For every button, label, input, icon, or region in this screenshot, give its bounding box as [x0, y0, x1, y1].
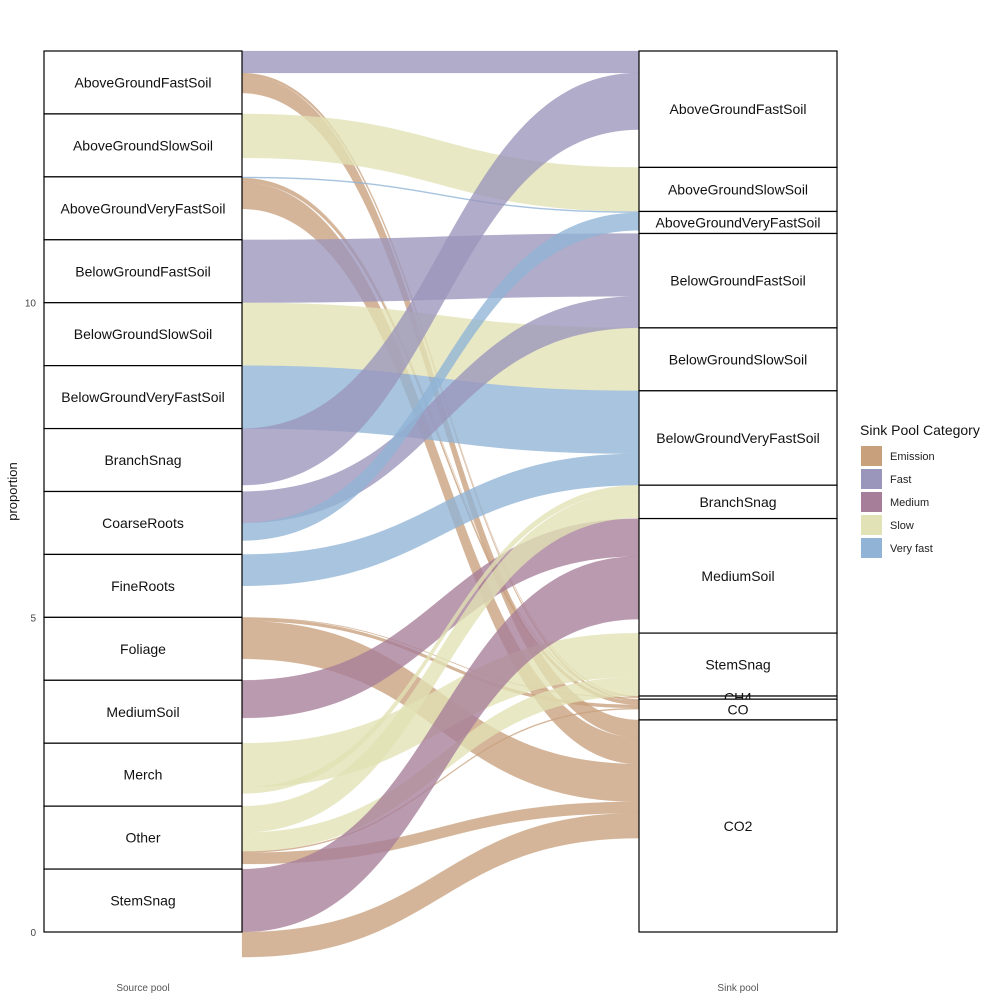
- legend-swatch-fast: [861, 469, 882, 489]
- source-stratum-abovegroundfastsoil: [43, 50, 243, 115]
- flow-abovegroundfastsoil-to-abovegroundfastsoil: [241, 50, 640, 74]
- source-stratum-label-belowgroundslowsoil: BelowGroundSlowSoil: [74, 326, 213, 342]
- legend: Sink Pool Category Emission Fast Medium Slow…: [860, 422, 980, 558]
- source-stratum-label-coarseroots: CoarseRoots: [102, 515, 184, 531]
- strata-layer: AboveGroundFastSoil AboveGroundSlowSoil Ab…: [43, 50, 838, 933]
- sink-stratum-label-mediumsoil: MediumSoil: [701, 568, 774, 584]
- source-stratum-other: [43, 805, 243, 870]
- sink-stratum-stemsnag: [638, 632, 838, 697]
- sink-stratum-belowgroundslowsoil: [638, 327, 838, 392]
- y-tick-label-10: 10: [25, 299, 37, 310]
- sink-stratum-label-belowgroundfastsoil: BelowGroundFastSoil: [670, 273, 805, 289]
- sink-stratum-label-co: CO: [728, 702, 749, 718]
- legend-label-slow: Slow: [890, 520, 914, 532]
- source-stratum-label-merch: Merch: [124, 767, 163, 783]
- source-stratum-label-abovegroundslowsoil: AboveGroundSlowSoil: [73, 137, 213, 153]
- source-stratum-belowgroundslowsoil: [43, 302, 243, 367]
- legend-swatch-slow: [861, 515, 882, 535]
- source-stratum-foliage: [43, 616, 243, 681]
- sink-stratum-abovegroundslowsoil: [638, 166, 838, 213]
- source-stratum-label-other: Other: [125, 830, 160, 846]
- sink-stratum-label-branchsnag: BranchSnag: [699, 494, 776, 510]
- source-stratum-abovegroundslowsoil: [43, 113, 243, 178]
- source-stratum-belowgroundfastsoil: [43, 239, 243, 304]
- legend-swatch-medium: [861, 492, 882, 512]
- source-stratum-label-mediumsoil: MediumSoil: [106, 704, 179, 720]
- sink-stratum-branchsnag: [638, 484, 838, 520]
- source-stratum-fineroots: [43, 553, 243, 618]
- flow-layer: [241, 50, 640, 958]
- sink-stratum-label-co2: CO2: [724, 818, 753, 834]
- sink-stratum-label-abovegroundfastsoil: AboveGroundFastSoil: [670, 101, 807, 117]
- y-axis-title: proportion: [5, 462, 20, 521]
- sink-stratum-label-abovegroundslowsoil: AboveGroundSlowSoil: [668, 181, 808, 197]
- sink-stratum-label-belowgroundslowsoil: BelowGroundSlowSoil: [669, 351, 808, 367]
- sink-stratum-belowgroundveryfastsoil: [638, 390, 838, 486]
- legend-swatch-emission: [861, 446, 882, 466]
- source-stratum-label-belowgroundveryfastsoil: BelowGroundVeryFastSoil: [61, 389, 224, 405]
- legend-label-medium: Medium: [890, 497, 929, 509]
- legend-label-fast: Fast: [890, 474, 911, 486]
- source-stratum-label-abovegroundfastsoil: AboveGroundFastSoil: [75, 74, 212, 90]
- sink-stratum-label-stemsnag: StemSnag: [705, 657, 770, 673]
- source-stratum-label-foliage: Foliage: [120, 641, 166, 657]
- x-axis-label-sink-pool: Sink pool: [717, 983, 758, 994]
- source-stratum-label-fineroots: FineRoots: [111, 578, 175, 594]
- y-tick-label-5: 5: [30, 613, 36, 624]
- source-stratum-stemsnag: [43, 868, 243, 933]
- source-stratum-mediumsoil: [43, 679, 243, 744]
- legend-swatch-very-fast: [861, 538, 882, 558]
- sink-stratum-label-belowgroundveryfastsoil: BelowGroundVeryFastSoil: [656, 430, 819, 446]
- sink-stratum-mediumsoil: [638, 517, 838, 634]
- sink-stratum-belowgroundfastsoil: [638, 232, 838, 329]
- source-stratum-label-abovegroundveryfastsoil: AboveGroundVeryFastSoil: [61, 200, 226, 216]
- source-stratum-label-branchsnag: BranchSnag: [104, 452, 181, 468]
- source-stratum-coarseroots: [43, 490, 243, 556]
- x-axis-label-source-pool: Source pool: [116, 983, 169, 994]
- source-stratum-label-belowgroundfastsoil: BelowGroundFastSoil: [75, 263, 210, 279]
- source-stratum-belowgroundveryfastsoil: [43, 365, 243, 430]
- legend-label-very-fast: Very fast: [890, 543, 933, 555]
- y-tick-label-0: 0: [30, 928, 36, 939]
- source-stratum-label-stemsnag: StemSnag: [110, 893, 175, 909]
- y-axis: 0 5 10 proportion Source pool Sink pool: [5, 299, 759, 994]
- sink-stratum-abovegroundfastsoil: [638, 50, 838, 169]
- source-stratum-merch: [43, 742, 243, 807]
- sink-stratum-label-abovegroundveryfastsoil: AboveGroundVeryFastSoil: [656, 214, 821, 230]
- legend-label-emission: Emission: [890, 451, 935, 463]
- sink-stratum-co2: [638, 719, 838, 933]
- legend-title: Sink Pool Category: [860, 422, 980, 438]
